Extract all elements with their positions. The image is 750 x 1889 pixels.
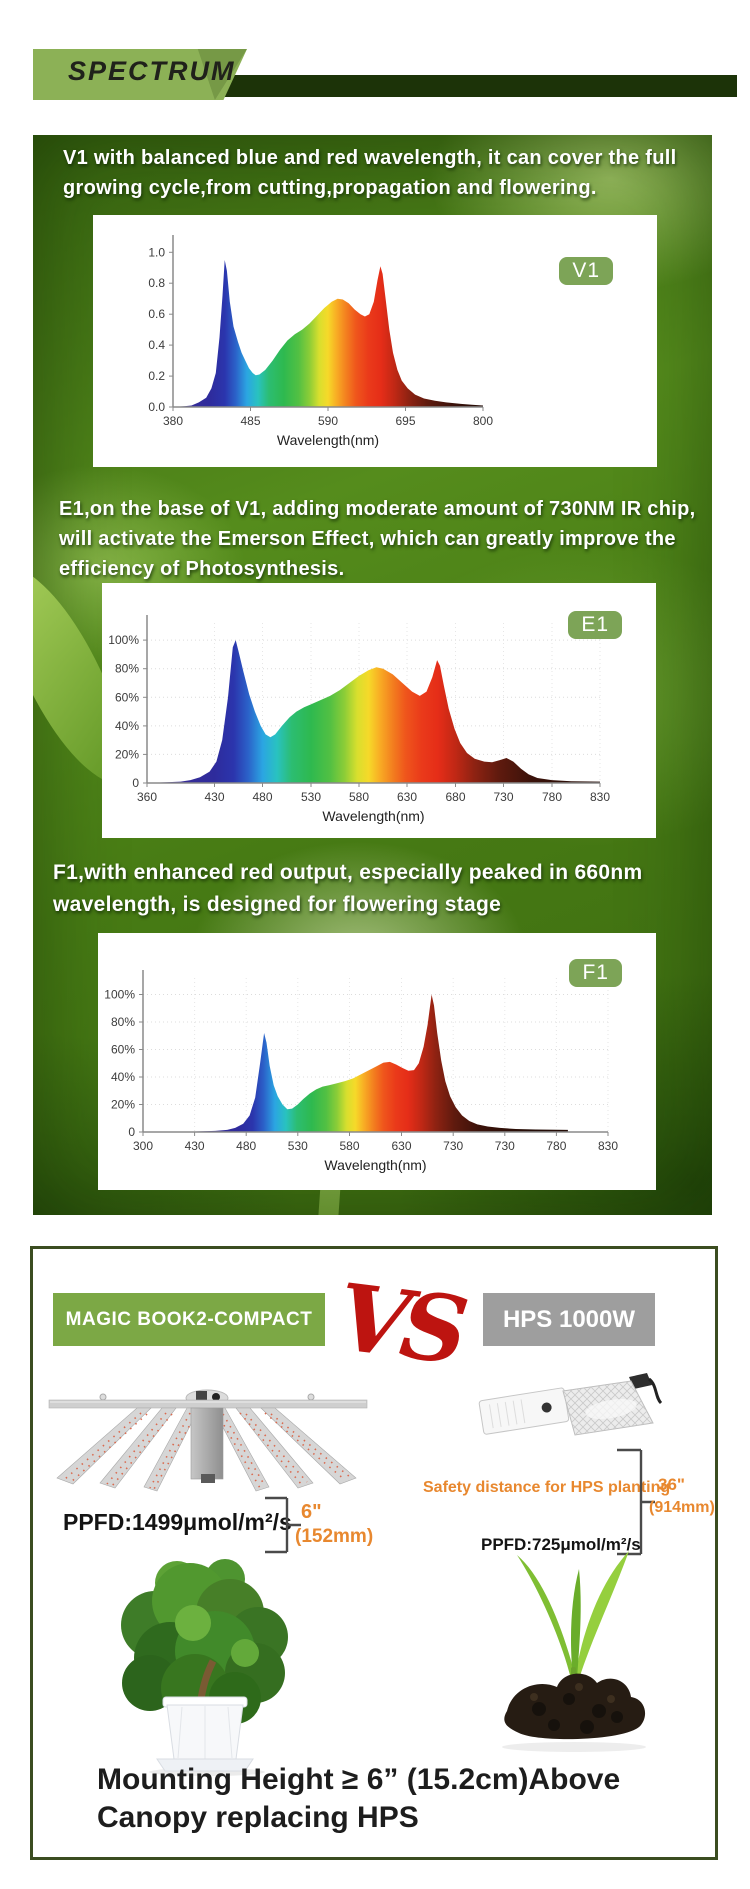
- svg-text:40%: 40%: [111, 1070, 135, 1084]
- hps-ppfd-value: PPFD:725μmol/m²/s: [481, 1535, 641, 1554]
- svg-text:Wavelength(nm): Wavelength(nm): [322, 808, 424, 824]
- e1-description-line: will activate the Emerson Effect, which …: [59, 528, 676, 550]
- svg-text:300: 300: [133, 1139, 153, 1153]
- hps-distance-inches: 36": [658, 1475, 685, 1494]
- v1-chart-badge: V1: [559, 257, 613, 285]
- hps-fixture-image: [478, 1373, 663, 1436]
- led-product-label: MAGIC BOOK2-COMPACT: [53, 1293, 325, 1346]
- svg-text:380: 380: [163, 414, 183, 428]
- svg-text:0.6: 0.6: [148, 307, 165, 321]
- svg-text:580: 580: [349, 790, 369, 804]
- hps-distance-mm: (914mm): [649, 1499, 715, 1516]
- svg-text:360: 360: [137, 790, 157, 804]
- svg-text:20%: 20%: [111, 1098, 135, 1112]
- svg-text:0.4: 0.4: [148, 338, 165, 352]
- svg-text:830: 830: [590, 790, 610, 804]
- svg-text:100%: 100%: [104, 988, 135, 1002]
- potted-plant-image: [121, 1559, 288, 1776]
- e1-chart-canvas: 100% 80% 60% 40% 20% 0 360 430 480 530 580 630 680 73…: [102, 583, 656, 843]
- svg-text:530: 530: [288, 1139, 308, 1153]
- svg-text:60%: 60%: [115, 690, 139, 704]
- svg-text:80%: 80%: [115, 662, 139, 676]
- e1-description-line: efficiency of Photosynthesis.: [59, 558, 345, 580]
- svg-text:100%: 100%: [108, 633, 139, 647]
- e1-chart-panel: 100% 80% 60% 40% 20% 0 360 430 480 530 580 630 680 73…: [102, 583, 656, 838]
- v1-description: V1 with balanced blue and red wavelength…: [63, 143, 703, 203]
- svg-text:480: 480: [236, 1139, 256, 1153]
- f1-description-line: F1,with enhanced red output, especially …: [53, 861, 643, 884]
- f1-chart-canvas: 100% 80% 60% 40% 20% 0 300 430 480 530 580 630 730 73…: [98, 933, 656, 1195]
- svg-text:80%: 80%: [111, 1015, 135, 1029]
- f1-chart-badge: F1: [569, 959, 622, 987]
- svg-text:580: 580: [339, 1139, 359, 1153]
- led-fixture-image: [48, 1389, 368, 1492]
- svg-text:Wavelength(nm): Wavelength(nm): [277, 432, 379, 448]
- svg-text:630: 630: [397, 790, 417, 804]
- section-title: SPECTRUM: [68, 56, 236, 86]
- e1-description-line: E1,on the base of V1, adding moderate am…: [59, 498, 696, 520]
- svg-text:20%: 20%: [115, 747, 139, 761]
- svg-text:0: 0: [128, 1125, 135, 1139]
- e1-chart-badge: E1: [568, 611, 622, 639]
- svg-text:800: 800: [473, 414, 493, 428]
- svg-text:530: 530: [301, 790, 321, 804]
- svg-text:680: 680: [445, 790, 465, 804]
- svg-text:780: 780: [542, 790, 562, 804]
- svg-text:780: 780: [546, 1139, 566, 1153]
- header-banner: [33, 49, 247, 100]
- f1-description-line: wavelength, is designed for flowering st…: [53, 893, 502, 916]
- svg-text:695: 695: [395, 414, 415, 428]
- seedling-image: [502, 1551, 646, 1752]
- svg-text:590: 590: [318, 414, 338, 428]
- svg-text:730: 730: [493, 790, 513, 804]
- mounting-note: Mounting Height ≥ 6” (15.2cm)Above Canop…: [97, 1761, 687, 1837]
- svg-text:630: 630: [391, 1139, 411, 1153]
- f1-chart-panel: 100% 80% 60% 40% 20% 0 300 430 480 530 580 630 730 73…: [98, 933, 656, 1190]
- svg-text:0.0: 0.0: [148, 400, 165, 414]
- svg-text:0.2: 0.2: [148, 369, 165, 383]
- svg-text:830: 830: [598, 1139, 618, 1153]
- svg-text:0.8: 0.8: [148, 276, 165, 290]
- svg-text:60%: 60%: [111, 1043, 135, 1057]
- svg-text:40%: 40%: [115, 719, 139, 733]
- svg-text:1.0: 1.0: [148, 245, 165, 259]
- hps-product-label: HPS 1000W: [483, 1293, 655, 1346]
- e1-description: E1,on the base of V1, adding moderate am…: [59, 494, 703, 584]
- vs-mark: VS: [331, 1262, 467, 1385]
- f1-description: F1,with enhanced red output, especially …: [53, 857, 697, 921]
- header-dark-bar: [110, 75, 737, 97]
- svg-text:730: 730: [443, 1139, 463, 1153]
- svg-text:0: 0: [132, 776, 139, 790]
- led-distance-mm: (152mm): [295, 1526, 374, 1547]
- led-ppfd-value: PPFD:1499μmol/m²/s: [63, 1509, 292, 1535]
- spectrum-section: V1 with balanced blue and red wavelength…: [33, 135, 712, 1215]
- svg-text:Wavelength(nm): Wavelength(nm): [324, 1157, 426, 1173]
- svg-text:430: 430: [185, 1139, 205, 1153]
- svg-text:730: 730: [495, 1139, 515, 1153]
- hps-safety-note: Safety distance for HPS planting: [423, 1479, 671, 1496]
- mounting-note-line: Canopy replacing HPS: [97, 1801, 419, 1834]
- led-distance-inches: 6": [301, 1501, 322, 1523]
- svg-text:430: 430: [204, 790, 224, 804]
- v1-chart-canvas: 1.0 0.8 0.6 0.4 0.2 0.0 380 485 590 695 800 Wavelen…: [93, 215, 657, 472]
- hps-height-bracket: [617, 1448, 655, 1556]
- mounting-note-line: Mounting Height ≥ 6” (15.2cm)Above: [97, 1763, 621, 1796]
- v1-description-line: growing cycle,from cutting,propagation a…: [63, 177, 597, 199]
- svg-text:480: 480: [252, 790, 272, 804]
- v1-chart-panel: 1.0 0.8 0.6 0.4 0.2 0.0 380 485 590 695 800 Wavelen…: [93, 215, 657, 467]
- svg-text:485: 485: [240, 414, 260, 428]
- comparison-card: MAGIC BOOK2-COMPACT VS HPS 1000W: [30, 1246, 718, 1860]
- v1-description-line: V1 with balanced blue and red wavelength…: [63, 147, 677, 169]
- led-height-bracket: [265, 1496, 301, 1554]
